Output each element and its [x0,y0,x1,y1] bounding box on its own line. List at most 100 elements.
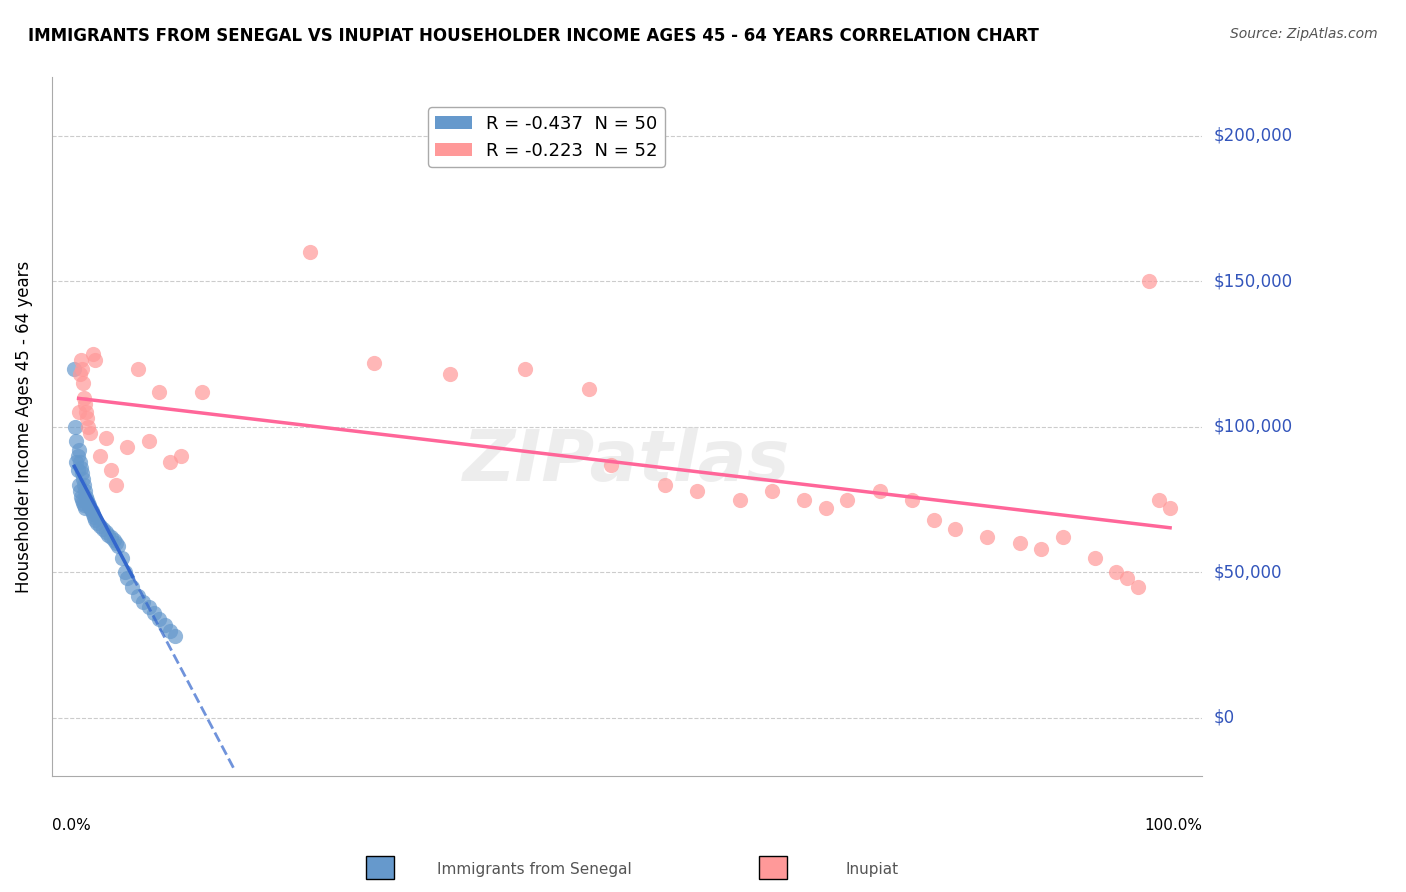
Point [100,531,122,545]
Text: $0: $0 [1213,709,1234,727]
Point [65,455,87,469]
Point [901,492,924,507]
Text: Source: ZipAtlas.com: Source: ZipAtlas.com [1230,27,1378,41]
Point [127,361,149,376]
Point [814,501,837,516]
Text: $50,000: $50,000 [1213,564,1282,582]
Point [75,501,97,516]
Point [121,580,143,594]
Point [83,510,105,524]
Point [79,425,101,440]
Point [654,478,676,492]
Text: 100.0%: 100.0% [1144,818,1202,833]
Point [82,507,104,521]
Point [63,361,86,376]
Point [159,455,181,469]
Text: IMMIGRANTS FROM SENEGAL VS INUPIAT HOUSEHOLDER INCOME AGES 45 - 64 YEARS CORRELA: IMMIGRANTS FROM SENEGAL VS INUPIAT HOUSE… [28,27,1039,45]
Point [70,467,93,481]
Text: Immigrants from Senegal: Immigrants from Senegal [437,863,631,877]
Point [70,361,93,376]
Point [943,522,966,536]
Point [922,513,945,527]
Point [114,566,136,580]
Point [1126,580,1149,594]
Point [153,617,176,632]
Text: $150,000: $150,000 [1213,272,1292,290]
Point [1084,550,1107,565]
Point [513,361,536,376]
Point [100,463,122,477]
Point [65,434,87,449]
Point [67,405,90,419]
Point [191,384,214,399]
Point [76,411,98,425]
Point [600,458,623,472]
Text: $200,000: $200,000 [1213,127,1292,145]
Point [89,518,111,533]
Point [83,513,105,527]
Point [69,455,91,469]
Point [77,419,100,434]
Point [148,384,170,399]
Point [761,483,783,498]
Point [869,483,891,498]
Point [107,539,129,553]
Point [1052,531,1074,545]
Point [80,504,103,518]
Point [793,492,815,507]
Point [75,490,97,504]
Point [578,382,600,396]
Point [165,629,187,643]
Point [94,432,117,446]
Point [67,443,90,458]
Point [148,612,170,626]
Point [138,600,160,615]
Point [837,492,859,507]
Point [69,483,91,498]
Point [976,531,998,545]
Point [72,472,94,486]
Text: 0.0%: 0.0% [52,818,90,833]
Text: ZIPatlas: ZIPatlas [464,427,790,496]
Point [1029,542,1052,557]
Point [86,516,108,530]
Point [686,483,709,498]
Point [115,571,138,585]
Point [76,492,98,507]
Legend: R = -0.437  N = 50, R = -0.223  N = 52: R = -0.437 N = 50, R = -0.223 N = 52 [429,107,665,167]
Text: $100,000: $100,000 [1213,417,1292,436]
Point [66,463,89,477]
Point [728,492,751,507]
Point [138,434,160,449]
Point [94,524,117,539]
Point [75,396,97,410]
Point [439,368,461,382]
Point [1137,274,1160,288]
Point [66,449,89,463]
Point [142,606,165,620]
Point [77,495,100,509]
Point [73,391,96,405]
Point [79,501,101,516]
Point [70,492,93,507]
Point [69,460,91,475]
Point [159,624,181,638]
Point [298,245,321,260]
Point [72,376,94,391]
Point [83,352,105,367]
Point [363,356,385,370]
Point [75,483,97,498]
Point [127,589,149,603]
Point [82,347,104,361]
Point [1116,571,1139,585]
Point [105,478,128,492]
Point [75,405,97,419]
Point [1008,536,1031,550]
Point [93,522,115,536]
Y-axis label: Householder Income Ages 45 - 64 years: Householder Income Ages 45 - 64 years [15,260,32,593]
Point [105,536,128,550]
Point [170,449,193,463]
Point [97,527,120,541]
Text: Inupiat: Inupiat [845,863,898,877]
Point [115,440,138,454]
